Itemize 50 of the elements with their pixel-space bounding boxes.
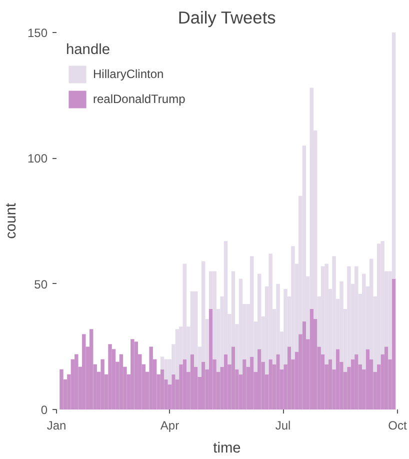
x-tick-label: Oct [388, 418, 408, 432]
bar [392, 278, 396, 410]
bar [149, 346, 153, 410]
bar [231, 346, 236, 410]
bar [100, 359, 104, 410]
bar [276, 354, 280, 410]
bar [201, 362, 206, 410]
bar [60, 369, 64, 410]
bar [302, 322, 306, 410]
bar [268, 359, 272, 410]
bar [224, 354, 228, 410]
y-tick-label: 0 [40, 403, 48, 417]
x-tick-label: Jan [46, 418, 66, 432]
bar [82, 334, 86, 410]
bar [332, 256, 336, 370]
y-tick-label: 100 [27, 152, 48, 166]
legend-label: realDonaldTrump [93, 92, 186, 106]
bar [336, 349, 340, 410]
x-tick-label: Apr [160, 418, 180, 432]
x-tick-label: Jul [275, 418, 291, 432]
bar [310, 308, 314, 410]
bar [362, 274, 366, 370]
bar [238, 278, 243, 374]
bar [119, 354, 124, 410]
x-axis-title: time [213, 440, 241, 456]
bar [160, 369, 164, 410]
chart-title: Daily Tweets [178, 8, 276, 28]
bar [208, 308, 213, 410]
y-axis-title: count [3, 203, 20, 239]
bar [89, 329, 94, 410]
bar [134, 342, 138, 410]
bar [190, 354, 194, 410]
bar [182, 359, 187, 410]
bar [366, 349, 370, 410]
bar [250, 356, 254, 410]
bar [175, 329, 180, 380]
bar [257, 349, 262, 410]
bar [384, 346, 388, 410]
legend-title: handle [66, 42, 112, 58]
bar [108, 344, 112, 410]
bar [328, 359, 332, 410]
bar [291, 246, 295, 360]
y-tick-label: 50 [34, 277, 48, 292]
bar [130, 339, 134, 410]
bar [324, 264, 328, 364]
y-tick-label: 150 [27, 26, 48, 40]
bar [242, 359, 246, 410]
bar [287, 346, 292, 410]
legend-label: HillaryClinton [93, 67, 164, 81]
bar [172, 374, 176, 410]
